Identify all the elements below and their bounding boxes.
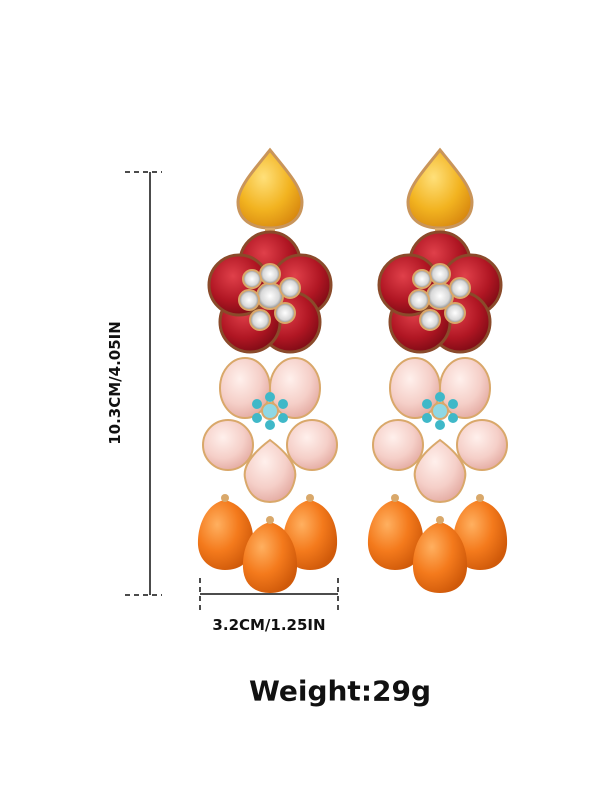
width-label: 3.2CM/1.25IN <box>212 616 326 634</box>
left-earring <box>196 148 339 595</box>
height-label: 10.3CM/4.05IN <box>106 321 124 445</box>
weight-label: Weight:29g <box>248 674 432 708</box>
width-dimension-line <box>199 578 339 613</box>
height-dimension-line <box>125 171 162 596</box>
right-earring <box>366 148 509 595</box>
